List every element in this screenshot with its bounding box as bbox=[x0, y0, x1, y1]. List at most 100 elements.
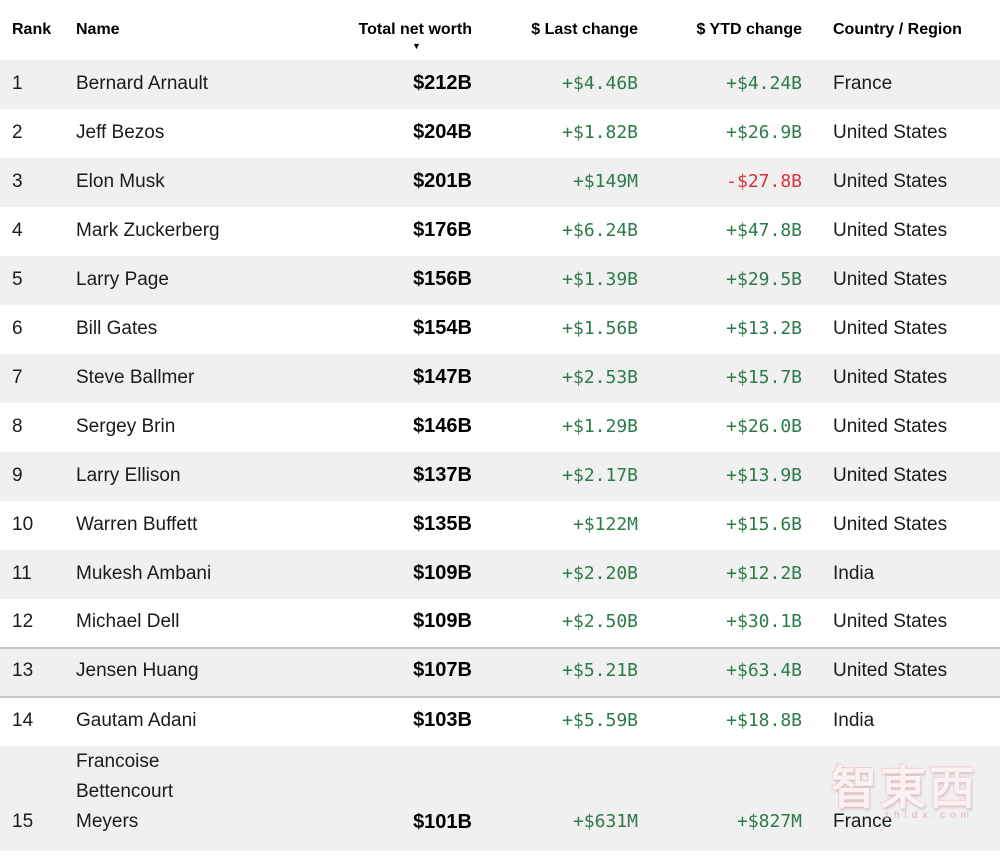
rank-cell: 10 bbox=[12, 514, 34, 535]
ytd-change-cell: +$26.0B bbox=[726, 416, 802, 437]
last-change-cell: +$2.20B bbox=[562, 563, 638, 584]
column-header-name[interactable]: Name bbox=[76, 21, 120, 38]
last-change-cell: +$5.59B bbox=[562, 710, 638, 731]
table-row[interactable]: 7 Steve Ballmer $147B +$2.53B +$15.7B Un… bbox=[0, 354, 1000, 403]
column-header-net-worth[interactable]: Total net worth ▼ bbox=[356, 0, 473, 60]
table-row[interactable]: 6 Bill Gates $154B +$1.56B +$13.2B Unite… bbox=[0, 305, 1000, 354]
table-row[interactable]: 14 Gautam Adani $103B +$5.59B +$18.8B In… bbox=[0, 697, 1000, 746]
table-body: 1 Bernard Arnault $212B +$4.46B +$4.24B … bbox=[0, 60, 1000, 851]
name-cell: Warren Buffett bbox=[76, 514, 198, 535]
rank-cell: 7 bbox=[12, 367, 23, 388]
table-row[interactable]: 10 Warren Buffett $135B +$122M +$15.6B U… bbox=[0, 501, 1000, 550]
country-cell: France bbox=[833, 811, 893, 832]
name-cell: Gautam Adani bbox=[76, 710, 197, 731]
name-cell: Michael Dell bbox=[76, 611, 180, 632]
rank-cell: 15 bbox=[12, 811, 34, 832]
ytd-change-cell: +$29.5B bbox=[726, 269, 802, 290]
table-row[interactable]: 1 Bernard Arnault $212B +$4.46B +$4.24B … bbox=[0, 60, 1000, 109]
name-cell: Jensen Huang bbox=[76, 660, 199, 681]
table-row[interactable]: 8 Sergey Brin $146B +$1.29B +$26.0B Unit… bbox=[0, 403, 1000, 452]
table-row[interactable]: 11 Mukesh Ambani $109B +$2.20B +$12.2B I… bbox=[0, 550, 1000, 599]
net-worth-cell: $147B bbox=[413, 366, 472, 388]
last-change-cell: +$2.50B bbox=[562, 611, 638, 632]
ytd-change-cell: +$15.6B bbox=[726, 514, 802, 535]
net-worth-cell: $109B bbox=[413, 610, 472, 632]
column-header-rank[interactable]: Rank bbox=[12, 21, 52, 38]
ytd-change-cell: +$26.9B bbox=[726, 122, 802, 143]
net-worth-cell: $212B bbox=[413, 72, 472, 94]
last-change-cell: +$6.24B bbox=[562, 220, 638, 241]
rank-cell: 2 bbox=[12, 122, 23, 143]
rank-cell: 12 bbox=[12, 611, 34, 632]
rank-cell: 8 bbox=[12, 416, 23, 437]
name-cell: Sergey Brin bbox=[76, 416, 176, 437]
country-cell: United States bbox=[833, 465, 948, 486]
country-cell: United States bbox=[833, 367, 948, 388]
net-worth-cell: $176B bbox=[413, 219, 472, 241]
name-cell: Steve Ballmer bbox=[76, 367, 195, 388]
ytd-change-cell: +$63.4B bbox=[726, 660, 802, 681]
ytd-change-cell: +$15.7B bbox=[726, 367, 802, 388]
net-worth-cell: $109B bbox=[413, 562, 472, 584]
ytd-change-cell: +$18.8B bbox=[726, 710, 802, 731]
last-change-cell: +$2.17B bbox=[562, 465, 638, 486]
ytd-change-cell: +$4.24B bbox=[726, 73, 802, 94]
rank-cell: 11 bbox=[12, 563, 32, 584]
last-change-cell: +$1.56B bbox=[562, 318, 638, 339]
country-cell: United States bbox=[833, 269, 948, 290]
net-worth-cell: $137B bbox=[413, 464, 472, 486]
net-worth-cell: $156B bbox=[413, 268, 472, 290]
last-change-cell: +$4.46B bbox=[562, 73, 638, 94]
table-row[interactable]: 2 Jeff Bezos $204B +$1.82B +$26.9B Unite… bbox=[0, 109, 1000, 158]
country-cell: United States bbox=[833, 122, 948, 143]
rank-cell: 6 bbox=[12, 318, 23, 339]
name-cell: Mark Zuckerberg bbox=[76, 220, 220, 241]
table-header: Rank Name Total net worth ▼ $ Last chang… bbox=[0, 0, 1000, 60]
rank-cell: 3 bbox=[12, 171, 23, 192]
column-header-net-worth-label: Total net worth bbox=[358, 21, 472, 38]
last-change-cell: +$1.82B bbox=[562, 122, 638, 143]
net-worth-cell: $135B bbox=[413, 513, 472, 535]
table-row[interactable]: 13 Jensen Huang $107B +$5.21B +$63.4B Un… bbox=[0, 648, 1000, 697]
last-change-cell: +$149M bbox=[572, 171, 638, 192]
net-worth-cell: $204B bbox=[413, 121, 472, 143]
country-cell: India bbox=[833, 710, 875, 731]
column-header-country[interactable]: Country / Region bbox=[833, 21, 962, 38]
column-header-last-change[interactable]: $ Last change bbox=[531, 21, 638, 38]
country-cell: United States bbox=[833, 660, 948, 681]
ytd-change-cell: +$827M bbox=[736, 811, 802, 832]
net-worth-cell: $103B bbox=[413, 709, 472, 731]
ytd-change-cell: +$13.2B bbox=[726, 318, 802, 339]
last-change-cell: +$122M bbox=[572, 514, 638, 535]
table-row[interactable]: 4 Mark Zuckerberg $176B +$6.24B +$47.8B … bbox=[0, 207, 1000, 256]
name-cell: Elon Musk bbox=[76, 171, 165, 192]
table-row[interactable]: 15 Francoise Bettencourt Meyers $101B +$63… bbox=[0, 746, 1000, 851]
last-change-cell: +$2.53B bbox=[562, 367, 638, 388]
table-row[interactable]: 9 Larry Ellison $137B +$2.17B +$13.9B Un… bbox=[0, 452, 1000, 501]
net-worth-cell: $154B bbox=[413, 317, 472, 339]
country-cell: United States bbox=[833, 171, 948, 192]
rank-cell: 14 bbox=[12, 710, 34, 731]
net-worth-cell: $146B bbox=[413, 415, 472, 437]
name-cell: Larry Ellison bbox=[76, 465, 181, 486]
country-cell: United States bbox=[833, 318, 948, 339]
net-worth-cell: $101B bbox=[413, 811, 472, 833]
name-cell: Jeff Bezos bbox=[76, 122, 165, 143]
name-cell: Francoise Bettencourt Meyers bbox=[76, 751, 174, 832]
net-worth-cell: $107B bbox=[413, 659, 472, 681]
name-cell: Larry Page bbox=[76, 269, 169, 290]
ytd-change-cell: +$47.8B bbox=[726, 220, 802, 241]
ytd-change-cell: +$12.2B bbox=[726, 563, 802, 584]
country-cell: United States bbox=[833, 416, 948, 437]
table-row[interactable]: 3 Elon Musk $201B +$149M -$27.8B United … bbox=[0, 158, 1000, 207]
name-cell: Bill Gates bbox=[76, 318, 158, 339]
rank-cell: 1 bbox=[12, 73, 23, 94]
column-header-ytd-change[interactable]: $ YTD change bbox=[696, 21, 802, 38]
sort-desc-arrow-icon[interactable]: ▼ bbox=[412, 41, 421, 51]
ytd-change-cell: -$27.8B bbox=[726, 171, 802, 192]
table-row[interactable]: 5 Larry Page $156B +$1.39B +$29.5B Unite… bbox=[0, 256, 1000, 305]
last-change-cell: +$631M bbox=[572, 811, 638, 832]
country-cell: France bbox=[833, 73, 893, 94]
table-row[interactable]: 12 Michael Dell $109B +$2.50B +$30.1B Un… bbox=[0, 599, 1000, 648]
